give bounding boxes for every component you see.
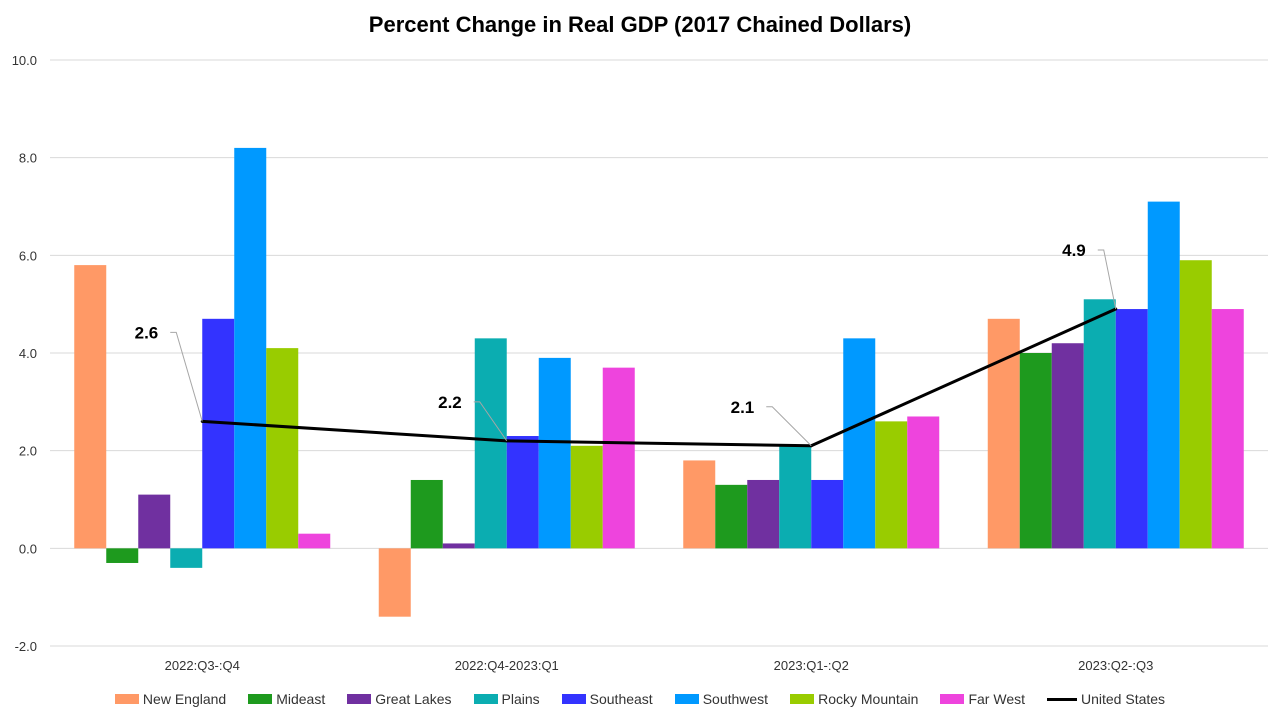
bar	[602, 367, 635, 549]
y-tick-label: 6.0	[19, 248, 37, 263]
bar	[442, 543, 475, 549]
bar	[747, 479, 780, 549]
bar	[1051, 343, 1084, 549]
legend-item: Great Lakes	[347, 691, 452, 707]
chart-title: Percent Change in Real GDP (2017 Chained…	[368, 12, 912, 37]
legend-item: United States	[1047, 691, 1165, 707]
legend-label: Far West	[968, 691, 1025, 707]
bar	[474, 338, 507, 549]
bar	[1147, 201, 1180, 549]
legend-item: Rocky Mountain	[790, 691, 918, 707]
legend-swatch	[674, 694, 699, 704]
legend-item: Plains	[473, 691, 540, 707]
legend-label: Southwest	[702, 691, 769, 707]
legend-swatch	[940, 694, 965, 704]
x-tick-label: 2022:Q4-2023:Q1	[455, 658, 559, 673]
y-tick-label: 8.0	[19, 151, 37, 166]
bar	[538, 357, 571, 549]
bar	[138, 494, 171, 549]
y-tick-label: -2.0	[15, 639, 37, 654]
legend-item: New England	[114, 691, 227, 707]
y-tick-label: 0.0	[19, 541, 37, 556]
legend: New England Mideast Great Lakes Plains South…	[0, 688, 1280, 710]
legend-swatch	[248, 694, 273, 704]
bar	[987, 318, 1020, 549]
legend-swatch	[347, 694, 372, 704]
data-label: 2.6	[135, 323, 159, 342]
legend-swatch	[790, 694, 815, 704]
bar	[298, 533, 331, 549]
data-label-leader	[766, 406, 812, 447]
legend-label: Rocky Mountain	[818, 691, 919, 707]
y-tick-label: 10.0	[12, 53, 37, 68]
x-tick-label: 2023:Q1-:Q2	[774, 658, 849, 673]
bar	[74, 265, 107, 549]
legend-swatch	[561, 694, 586, 704]
bar	[266, 348, 299, 549]
data-label-leader	[473, 401, 508, 442]
legend-label: Plains	[501, 691, 540, 707]
bar	[378, 548, 411, 617]
legend-line-swatch	[1047, 697, 1077, 701]
bar	[1019, 353, 1052, 549]
bar	[875, 421, 908, 549]
legend-label: Great Lakes	[375, 691, 452, 707]
united-states-line	[202, 307, 1117, 448]
data-label: 4.9	[1062, 241, 1086, 260]
data-label: 2.2	[438, 393, 462, 412]
x-tick-label: 2022:Q3-:Q4	[165, 658, 240, 673]
legend-item: Southwest	[674, 691, 769, 707]
bar	[811, 479, 844, 549]
data-label: 2.1	[731, 398, 755, 417]
bar	[683, 460, 716, 549]
bar	[234, 147, 267, 549]
bar	[715, 484, 748, 549]
bar	[1115, 309, 1148, 549]
bar	[106, 548, 139, 563]
bar	[1083, 299, 1116, 549]
legend-item: Far West	[940, 691, 1025, 707]
bar	[506, 436, 539, 549]
plot-area: -2.0 0.0 2.0 4.0 6.0 8.0 10.0 2022:Q3-:Q4 2022:Q…	[12, 53, 1268, 673]
bar	[779, 445, 812, 549]
legend-swatch	[114, 694, 139, 704]
legend-item: Mideast	[248, 691, 325, 707]
legend-label: United States	[1081, 691, 1166, 707]
bar	[1211, 309, 1244, 549]
y-tick-label: 2.0	[19, 444, 37, 459]
bar	[170, 548, 203, 568]
data-label-leader	[170, 331, 203, 422]
legend-label: New England	[142, 691, 227, 707]
bar	[843, 338, 876, 549]
y-tick-label: 4.0	[19, 346, 37, 361]
bar	[907, 416, 940, 549]
bar	[1179, 260, 1212, 549]
legend-item: Southeast	[561, 691, 653, 707]
bar	[410, 479, 443, 549]
data-label-leader	[1097, 249, 1117, 310]
bar	[570, 445, 603, 549]
legend-swatch	[473, 694, 498, 704]
legend-label: Southeast	[589, 691, 653, 707]
x-tick-label: 2023:Q2-:Q3	[1078, 658, 1153, 673]
legend-label: Mideast	[276, 691, 326, 707]
bar	[202, 318, 235, 549]
